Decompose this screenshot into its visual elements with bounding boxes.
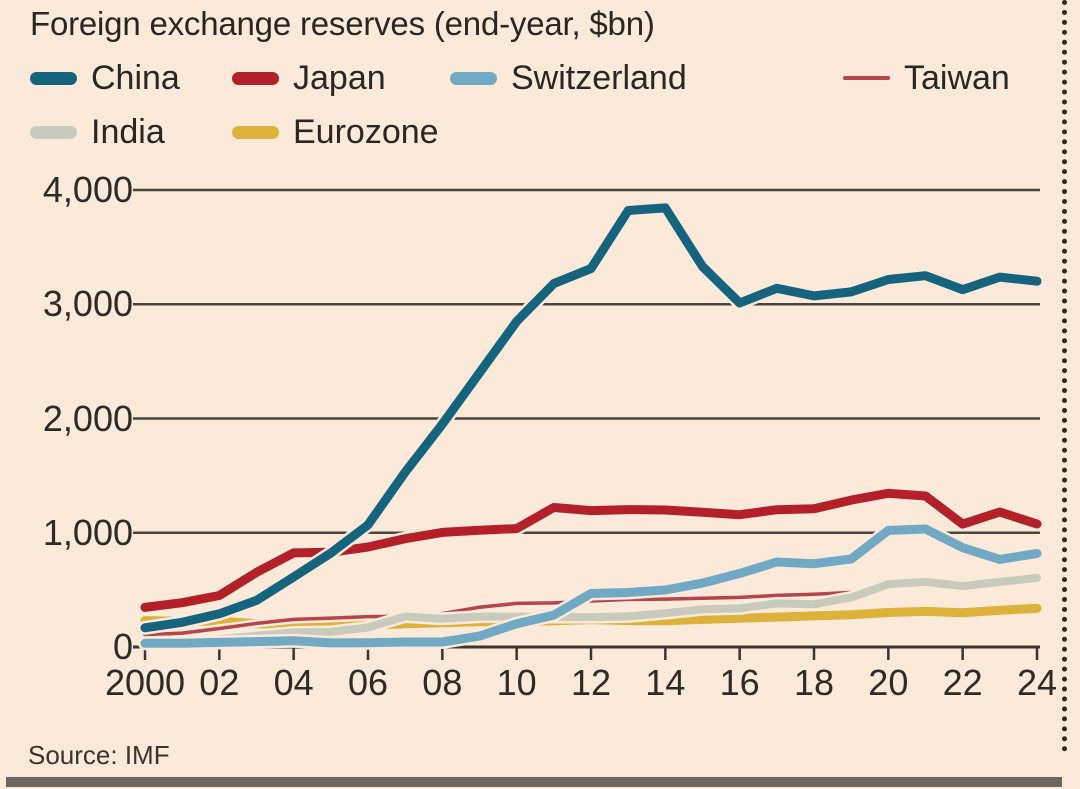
x-tick-label: 16 (719, 662, 760, 703)
series-line-india (141, 573, 1041, 647)
legend-item-japan: Japan (232, 57, 386, 99)
x-tick-label: 06 (347, 662, 389, 703)
y-tick-label: 4,000 (42, 169, 133, 210)
chart-title: Foreign exchange reserves (end-year, $bn… (30, 5, 655, 42)
x-tick-label: 12 (570, 662, 612, 703)
x-tick-label: 08 (422, 662, 463, 703)
legend-item-eurozone: Eurozone (232, 111, 439, 153)
series-line-japan (140, 488, 1042, 612)
x-tick-label: 2000 (104, 662, 186, 703)
x-tick-label: 18 (793, 662, 835, 703)
eurozone-line-swatch (232, 125, 279, 139)
legend-label: Eurozone (293, 113, 439, 151)
x-tick-label: 22 (942, 662, 983, 703)
japan-line-swatch (232, 71, 279, 85)
y-tick-label: 3,000 (42, 283, 133, 325)
china-line-swatch (30, 71, 77, 85)
legend-item-taiwan: Taiwan (843, 57, 1010, 99)
legend-label: Switzerland (511, 59, 687, 97)
switzerland-line-swatch (450, 71, 497, 85)
legend-label: China (91, 59, 180, 97)
x-tick-label: 20 (868, 662, 909, 703)
india-line-swatch (30, 125, 77, 139)
legend-label: Taiwan (904, 59, 1010, 97)
source-note: Source: IMF (28, 740, 170, 770)
legend-label: India (91, 113, 165, 151)
dotted-divider (1062, 0, 1067, 752)
legend-item-switzerland: Switzerland (450, 57, 687, 99)
legend-item-india: India (30, 111, 165, 153)
legend-label: Japan (293, 59, 386, 97)
y-tick-label: 0 (112, 626, 133, 667)
taiwan-line-swatch (843, 76, 890, 80)
y-tick-label: 2,000 (42, 397, 133, 439)
bottom-rule (6, 777, 1062, 787)
x-tick-label: 02 (199, 662, 240, 703)
x-tick-label: 10 (496, 662, 537, 703)
series-line-china (140, 203, 1042, 633)
x-tick-label: 04 (273, 662, 314, 703)
x-tick-label: 24 (1016, 662, 1058, 703)
x-tick-label: 14 (645, 662, 686, 703)
y-tick-label: 1,000 (42, 511, 133, 553)
legend-item-china: China (30, 57, 180, 99)
series-line-switzerland (140, 524, 1042, 648)
